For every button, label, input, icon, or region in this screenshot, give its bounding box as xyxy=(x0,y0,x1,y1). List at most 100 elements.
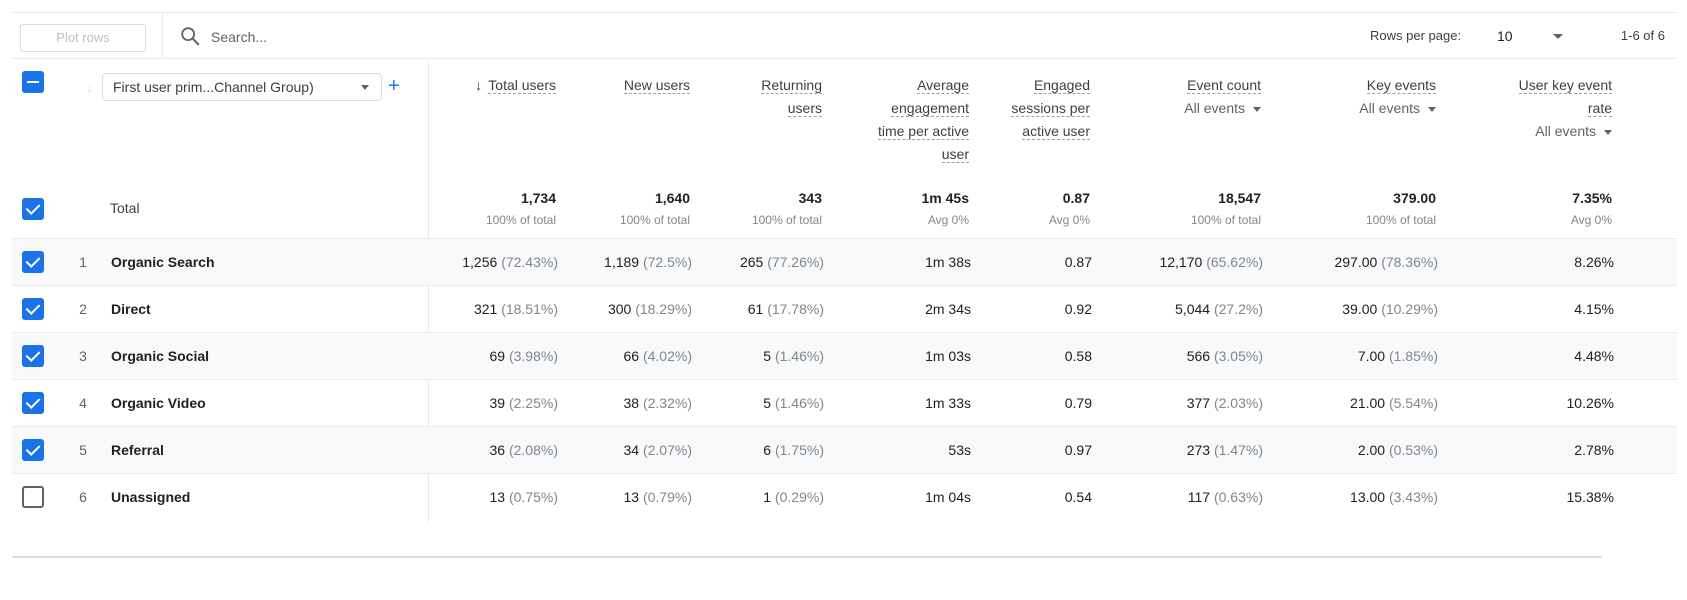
cell-value: 13 xyxy=(489,489,506,505)
table-row[interactable]: 1 Organic Search 1,256 (72.43%) 1,189 (72.5… xyxy=(12,238,1677,285)
row-cell: 300 (18.29%) xyxy=(608,301,692,317)
row-cell: 0.79 xyxy=(1065,395,1092,411)
total-value: 0.87 xyxy=(1062,190,1090,206)
table-row[interactable]: 6 Unassigned 13 (0.75%) 13 (0.79%) 1 (0.29%)… xyxy=(12,473,1677,520)
table-row[interactable]: 4 Organic Video 39 (2.25%) 38 (2.32%) 5 (1.4… xyxy=(12,379,1677,426)
row-cell: 61 (17.78%) xyxy=(748,301,824,317)
row-cell: 36 (2.08%) xyxy=(490,442,559,458)
column-label: Engaged sessions per active user xyxy=(1011,77,1090,140)
event-filter-dropdown[interactable]: All events xyxy=(1492,120,1612,143)
column-label: New users xyxy=(623,77,690,94)
row-dimension-value: Organic Social xyxy=(111,348,210,364)
column-header-avg-engagement[interactable]: Average engagement time per active user xyxy=(869,74,969,166)
total-cell: 343 100% of total xyxy=(752,188,822,232)
cell-percent: (1.75%) xyxy=(774,442,824,458)
cell-percent: (5.54%) xyxy=(1388,395,1438,411)
cell-percent: (0.63%) xyxy=(1213,489,1263,505)
row-cell: 6 (1.75%) xyxy=(763,442,824,458)
cell-value: 7.00 xyxy=(1357,348,1386,364)
cell-value: 566 xyxy=(1186,348,1211,364)
cell-value: 300 xyxy=(607,301,632,317)
row-cell: 1m 38s xyxy=(925,254,971,270)
cell-percent: (1.46%) xyxy=(774,395,824,411)
total-value: 18,547 xyxy=(1218,190,1261,206)
cell-value: 39 xyxy=(489,395,506,411)
row-cell: 7.00 (1.85%) xyxy=(1358,348,1438,364)
column-header-returning-users[interactable]: Returning users xyxy=(732,74,822,120)
column-label: Average engagement time per active user xyxy=(877,77,969,163)
row-checkbox[interactable] xyxy=(22,345,44,367)
row-checkbox[interactable] xyxy=(22,392,44,414)
column-header-engaged-sessions[interactable]: Engaged sessions per active user xyxy=(1010,74,1090,143)
column-header-key-events[interactable]: Key events All events xyxy=(1296,74,1436,120)
table-row[interactable]: 5 Referral 36 (2.08%) 34 (2.07%) 6 (1.75%) 53… xyxy=(12,426,1677,473)
cell-value: 1,256 xyxy=(462,254,498,270)
total-subtext: Avg 0% xyxy=(927,213,969,227)
row-cell: 10.26% xyxy=(1567,395,1614,411)
row-cell: 273 (1.47%) xyxy=(1187,442,1263,458)
event-filter-dropdown[interactable]: All events xyxy=(1121,97,1261,120)
row-cell: 5 (1.46%) xyxy=(763,395,824,411)
rows-per-page-select[interactable]: 10 xyxy=(1497,26,1577,48)
cell-value: 4.15% xyxy=(1574,301,1614,317)
cell-value: 321 xyxy=(473,301,498,317)
cell-value: 0.92 xyxy=(1064,301,1092,317)
row-checkbox[interactable] xyxy=(22,298,44,320)
row-index: 3 xyxy=(79,348,87,364)
add-dimension-icon[interactable]: + xyxy=(388,75,400,97)
cell-percent: (3.43%) xyxy=(1388,489,1438,505)
table-row[interactable]: 2 Direct 321 (18.51%) 300 (18.29%) 61 (17.78… xyxy=(12,285,1677,332)
cell-percent: (2.07%) xyxy=(642,442,692,458)
cell-percent: (1.85%) xyxy=(1388,348,1438,364)
row-index: 4 xyxy=(79,395,87,411)
row-cell: 39.00 (10.29%) xyxy=(1342,301,1438,317)
chevron-down-icon xyxy=(1428,106,1436,112)
row-cell: 34 (2.07%) xyxy=(624,442,693,458)
top-divider xyxy=(12,12,1677,13)
row-cell: 15.38% xyxy=(1567,489,1614,505)
cell-value: 0.97 xyxy=(1064,442,1092,458)
total-value: 379.00 xyxy=(1393,190,1436,206)
total-subtext: 100% of total xyxy=(751,213,822,227)
cell-value: 4.48% xyxy=(1574,348,1614,364)
search-input[interactable] xyxy=(211,25,511,49)
plot-rows-button[interactable]: Plot rows xyxy=(20,24,146,52)
cell-value: 15.38% xyxy=(1566,489,1614,505)
column-label: Total users xyxy=(488,77,556,94)
cell-value: 5 xyxy=(763,348,772,364)
search-icon[interactable] xyxy=(179,25,201,47)
cell-value: 1m 38s xyxy=(925,254,971,270)
total-value: 7.35% xyxy=(1572,190,1612,206)
event-filter-dropdown[interactable]: All events xyxy=(1296,97,1436,120)
column-header-total-users[interactable]: ↓ Total users xyxy=(416,74,556,97)
row-checkbox[interactable] xyxy=(22,439,44,461)
total-cell: 1,734 100% of total xyxy=(486,188,556,232)
total-subtext: Avg 0% xyxy=(1048,213,1090,227)
total-cell: 0.87 Avg 0% xyxy=(1049,188,1090,232)
row-cell: 13 (0.79%) xyxy=(624,489,693,505)
column-header-user-key-event-rate[interactable]: User key event rate All events xyxy=(1492,74,1612,143)
row-checkbox[interactable] xyxy=(22,251,44,273)
row-cell: 2.00 (0.53%) xyxy=(1358,442,1438,458)
row-cell: 0.97 xyxy=(1065,442,1092,458)
row-cell: 1m 03s xyxy=(925,348,971,364)
column-header-event-count[interactable]: Event count All events xyxy=(1121,74,1261,120)
rows-per-page-value: 10 xyxy=(1497,28,1513,44)
cell-value: 13 xyxy=(623,489,640,505)
select-all-checkbox[interactable] xyxy=(22,71,44,93)
row-cell: 2m 34s xyxy=(925,301,971,317)
total-checkbox[interactable] xyxy=(22,198,44,220)
cell-value: 2.78% xyxy=(1574,442,1614,458)
column-label: User key event rate xyxy=(1518,77,1612,117)
row-cell: 117 (0.63%) xyxy=(1188,489,1263,505)
row-dimension-value: Organic Video xyxy=(111,395,206,411)
cell-value: 8.26% xyxy=(1574,254,1614,270)
table-row[interactable]: 3 Organic Social 69 (3.98%) 66 (4.02%) 5 (1.… xyxy=(12,332,1677,379)
row-cell: 4.15% xyxy=(1574,301,1614,317)
dimension-selector[interactable]: First user prim...Channel Group) xyxy=(102,73,382,101)
column-header-new-users[interactable]: New users xyxy=(580,74,690,97)
row-cell: 0.58 xyxy=(1065,348,1092,364)
row-checkbox[interactable] xyxy=(22,486,44,508)
dimension-column-divider xyxy=(428,60,429,522)
sort-arrow-icon[interactable]: ↓ xyxy=(86,79,93,95)
